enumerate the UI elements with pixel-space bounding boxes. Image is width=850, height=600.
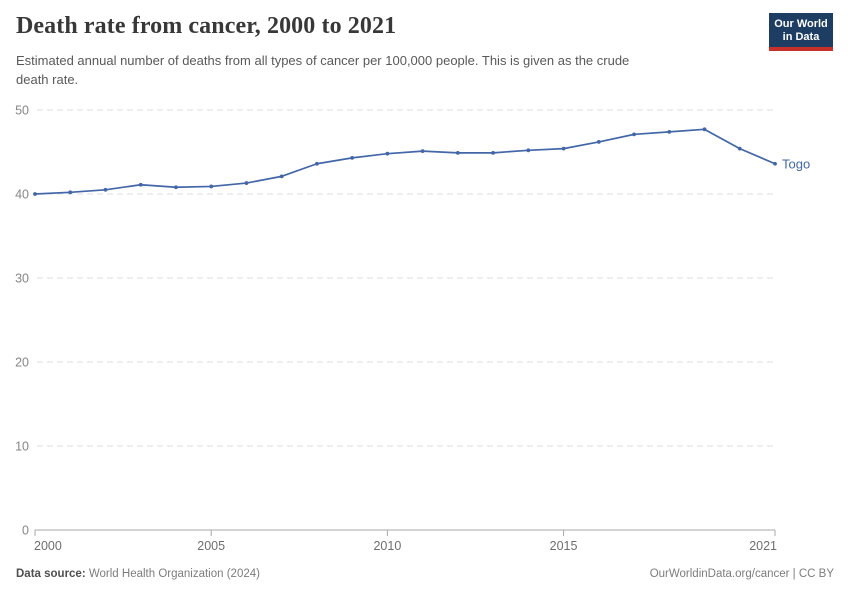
data-point-togo-2003[interactable] (138, 182, 143, 187)
data-point-togo-2008[interactable] (315, 161, 319, 166)
license-link[interactable]: OurWorldinData.org/cancer | CC BY (649, 568, 834, 580)
data-source-label: Data source: (16, 568, 86, 580)
owid-logo[interactable]: Our World in Data (769, 13, 833, 51)
data-point-togo-2019[interactable] (702, 127, 707, 132)
data-point-togo-2021[interactable] (773, 161, 777, 166)
series-line-togo[interactable] (34, 128, 776, 195)
x-tick-label-2021: 2021 (749, 539, 777, 553)
data-point-togo-2011[interactable] (420, 149, 425, 154)
owid-logo-text-line2: in Data (782, 30, 820, 43)
data-point-togo-2014[interactable] (526, 148, 531, 153)
y-tick-label-40: 40 (15, 188, 29, 202)
page-title: Death rate from cancer, 2000 to 2021 (16, 13, 397, 39)
x-tick-label-2000: 2000 (34, 539, 62, 553)
data-point-togo-2001[interactable] (68, 190, 73, 195)
data-point-togo-2002[interactable] (103, 187, 108, 192)
data-source-value: World Health Organization (2024) (85, 568, 260, 580)
y-tick-label-20: 20 (15, 356, 29, 370)
data-point-togo-2007[interactable] (279, 174, 284, 179)
x-tick-label-2010: 2010 (373, 539, 401, 553)
data-point-togo-2006[interactable] (244, 181, 249, 185)
x-tick-label-2005: 2005 (197, 539, 225, 553)
data-point-togo-2017[interactable] (632, 132, 636, 137)
y-tick-label-10: 10 (15, 440, 29, 454)
data-point-togo-2020[interactable] (737, 146, 742, 151)
data-point-togo-2010[interactable] (385, 151, 390, 156)
data-point-togo-2004[interactable] (174, 185, 178, 190)
data-point-togo-2013[interactable] (491, 150, 495, 155)
chart-subtitle: Estimated annual number of deaths from a… (16, 53, 630, 87)
data-point-togo-2012[interactable] (455, 150, 460, 155)
x-tick-label-2015: 2015 (550, 539, 578, 553)
data-point-togo-2000[interactable] (33, 192, 37, 196)
data-source: Data source: World Health Organization (… (16, 568, 260, 580)
y-tick-label-50: 50 (15, 104, 29, 118)
line-chart[interactable]: 0 10 20 30 40 50 2000 2005 2010 2015 2021 Togo (0, 95, 850, 555)
series-end-label-togo[interactable]: Togo (782, 156, 810, 171)
owid-logo-text-line1: Our World (774, 18, 828, 30)
data-point-togo-2005[interactable] (209, 184, 214, 189)
data-point-togo-2016[interactable] (596, 140, 601, 144)
data-point-togo-2018[interactable] (667, 129, 672, 134)
chart-footer: Data source: World Health Organization (… (16, 568, 834, 580)
data-point-togo-2015[interactable] (561, 146, 566, 151)
data-point-togo-2009[interactable] (350, 155, 355, 160)
y-tick-label-0: 0 (22, 524, 29, 538)
y-tick-label-30: 30 (15, 272, 29, 286)
